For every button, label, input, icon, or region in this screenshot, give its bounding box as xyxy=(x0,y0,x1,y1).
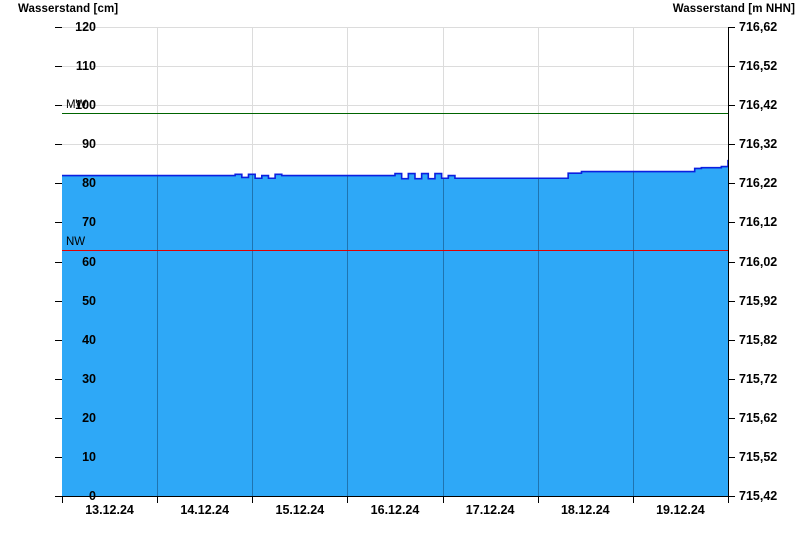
tick-left xyxy=(55,27,62,28)
y-axis-label-right: 715,82 xyxy=(739,332,778,347)
gridline-vertical xyxy=(443,27,444,179)
reference-line-mw xyxy=(62,112,728,114)
tick-right xyxy=(728,27,735,28)
y-axis-label-right: 715,62 xyxy=(739,410,778,425)
x-axis-label: 18.12.24 xyxy=(560,503,610,517)
tick-right xyxy=(728,300,735,302)
y-axis-label-right: 715,92 xyxy=(739,293,778,308)
y-axis-label-right: 716,52 xyxy=(739,59,778,74)
y-axis-label-left: 90 xyxy=(82,137,96,152)
gridline-vertical xyxy=(252,27,253,175)
y-axis-label-right: 716,32 xyxy=(739,137,778,152)
x-axis-label: 14.12.24 xyxy=(180,503,230,517)
y-axis-label-left: 120 xyxy=(75,20,96,34)
gridline-horizontal xyxy=(62,66,728,68)
tick-right xyxy=(728,144,735,146)
plot-bottom-border xyxy=(62,496,729,497)
y-axis-label-left: 80 xyxy=(82,176,96,191)
tick-left xyxy=(55,105,62,107)
tick-left xyxy=(55,378,62,380)
x-axis-label: 13.12.24 xyxy=(85,503,134,517)
tick-right xyxy=(728,105,735,107)
y-axis-label-right: 716,02 xyxy=(739,254,778,269)
tick-left xyxy=(55,456,62,458)
reference-label-mw: MW xyxy=(66,98,87,111)
tick-right xyxy=(728,339,735,341)
y-axis-label-left: 50 xyxy=(82,293,96,308)
gridline-horizontal xyxy=(62,27,728,28)
y-axis-label-right: 716,22 xyxy=(739,176,778,191)
gridline-horizontal xyxy=(62,105,728,107)
x-axis-label: 19.12.24 xyxy=(656,503,705,517)
x-axis-label: 17.12.24 xyxy=(465,503,515,517)
y-axis-label-left: 60 xyxy=(82,254,96,269)
gridline-vertical xyxy=(157,27,158,176)
y-axis-label-left: 0 xyxy=(89,489,96,503)
tick-bottom xyxy=(252,496,253,503)
y-axis-label-left: 110 xyxy=(75,59,96,74)
tick-right xyxy=(728,183,735,185)
water-area-fill xyxy=(62,159,728,496)
gridline-horizontal xyxy=(62,144,728,146)
tick-bottom xyxy=(728,496,729,503)
y-axis-label-left: 30 xyxy=(82,371,96,386)
tick-bottom xyxy=(633,496,634,503)
x-axis-label: 16.12.24 xyxy=(370,503,420,517)
tick-left xyxy=(55,66,62,68)
y-axis-label-right: 715,72 xyxy=(739,371,778,386)
tick-bottom xyxy=(157,496,158,503)
left-axis-title: Wasserstand [cm] xyxy=(18,3,119,15)
y-axis-label-left: 20 xyxy=(82,410,96,425)
tick-bottom xyxy=(62,496,63,503)
tick-left xyxy=(55,417,62,419)
y-axis-label-left: 100 xyxy=(75,98,96,113)
tick-right xyxy=(728,378,735,380)
tick-bottom xyxy=(347,496,348,503)
y-axis-label-right: 715,42 xyxy=(739,489,778,503)
tick-right xyxy=(728,456,735,458)
tick-bottom xyxy=(538,496,539,503)
reference-line-nw xyxy=(62,249,728,251)
right-axis-title: Wasserstand [m NHN] xyxy=(672,3,795,15)
tick-right xyxy=(728,417,735,419)
y-axis-label-left: 10 xyxy=(82,449,96,464)
y-axis-label-right: 716,42 xyxy=(739,98,778,113)
tick-left xyxy=(55,339,62,341)
reference-label-nw: NW xyxy=(66,235,86,248)
gridline-vertical xyxy=(633,27,634,172)
tick-right xyxy=(728,66,735,68)
y-axis-label-left: 70 xyxy=(82,215,96,230)
plot-area: MW NW xyxy=(55,27,735,503)
tick-left xyxy=(55,144,62,146)
y-axis-label-right: 716,62 xyxy=(739,20,778,34)
y-axis-label-right: 715,52 xyxy=(739,449,778,464)
x-axis-label: 15.12.24 xyxy=(275,503,325,517)
tick-left xyxy=(55,222,62,224)
gridline-vertical xyxy=(347,27,348,176)
water-level-line xyxy=(62,159,728,180)
tick-right xyxy=(728,261,735,263)
y-axis-label-left: 40 xyxy=(82,332,96,347)
tick-left xyxy=(55,496,62,497)
tick-right xyxy=(728,496,735,497)
tick-left xyxy=(55,183,62,185)
tick-bottom xyxy=(443,496,444,503)
tick-right xyxy=(728,222,735,224)
y-axis-label-right: 716,12 xyxy=(739,215,778,230)
water-level-series xyxy=(62,159,728,496)
gridline-vertical xyxy=(538,27,539,179)
tick-left xyxy=(55,261,62,263)
tick-left xyxy=(55,300,62,302)
